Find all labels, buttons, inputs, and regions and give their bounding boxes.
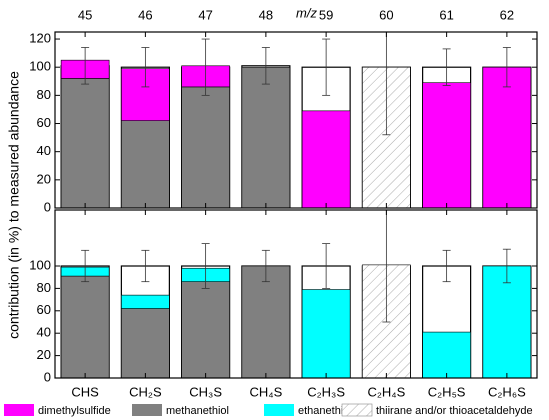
legend-swatch (341, 403, 373, 417)
legend-label: ethanethiol (298, 405, 352, 417)
legend-label: dimethylsulfide (38, 405, 111, 417)
bar-segment (301, 289, 351, 378)
panel-frame (54, 31, 538, 209)
x-tick-label: C₂H₄S (367, 384, 405, 399)
bar-segment (241, 265, 291, 378)
top-tick-label: 59 (319, 7, 333, 22)
panel (60, 32, 532, 208)
y-tick-label: 20 (37, 171, 51, 186)
bar-segment (60, 78, 110, 208)
x-tick-label: C₂H₆S (488, 384, 526, 399)
y-tick-label: 0 (44, 199, 51, 214)
top-tick-label: 62 (500, 7, 514, 22)
panel (60, 210, 532, 378)
y-tick-label: 60 (37, 115, 51, 130)
top-tick-label: 46 (138, 7, 152, 22)
bar-segment (121, 120, 170, 208)
y-tick-label: 0 (44, 369, 51, 384)
y-tick-label: 80 (37, 87, 51, 102)
top-tick-label: 47 (198, 7, 212, 22)
bar-segment (422, 331, 471, 378)
bar-segment (482, 265, 532, 378)
bar-segment (301, 110, 351, 208)
bar-segment (482, 66, 532, 208)
y-tick-label: 60 (37, 302, 51, 317)
x-tick-label: CH₄S (249, 384, 282, 399)
y-tick-label: 120 (29, 30, 51, 45)
top-axis-label: m/z (296, 5, 317, 20)
bar-segment (121, 294, 170, 309)
y-tick-label: 40 (37, 325, 51, 340)
bar-segment (241, 66, 291, 208)
x-tick-label: C₂H₃S (307, 384, 345, 399)
y-tick-label: 20 (37, 347, 51, 362)
bar-segment (422, 82, 471, 208)
top-tick-label: 45 (78, 7, 92, 22)
top-tick-label: 61 (439, 7, 453, 22)
bar-segment (181, 86, 230, 208)
legend-label: thiirane and/or thioacetaldehyde (376, 405, 533, 417)
x-tick-label: CH₂S (129, 384, 162, 399)
x-tick-label: CH₃S (189, 384, 222, 399)
y-tick-label: 80 (37, 280, 51, 295)
x-tick-label: CHS (71, 384, 99, 399)
bar-segment (181, 281, 230, 378)
legend-label: methanethiol (166, 405, 229, 417)
bar-segment (121, 308, 170, 378)
y-tick-label: 100 (29, 59, 51, 74)
legend-swatch (264, 404, 294, 416)
y-tick-label: 40 (37, 143, 51, 158)
top-tick-label: 48 (259, 7, 273, 22)
panel-frame (54, 209, 538, 379)
y-tick-label: 100 (29, 257, 51, 272)
legend-swatch (4, 404, 34, 416)
y-axis-label: contribution (in %) to measured abundanc… (6, 71, 22, 339)
top-tick-label: 60 (379, 7, 393, 22)
bar-segment (60, 275, 110, 378)
legend-swatch (132, 404, 162, 416)
x-tick-label: C₂H₅S (428, 384, 466, 399)
